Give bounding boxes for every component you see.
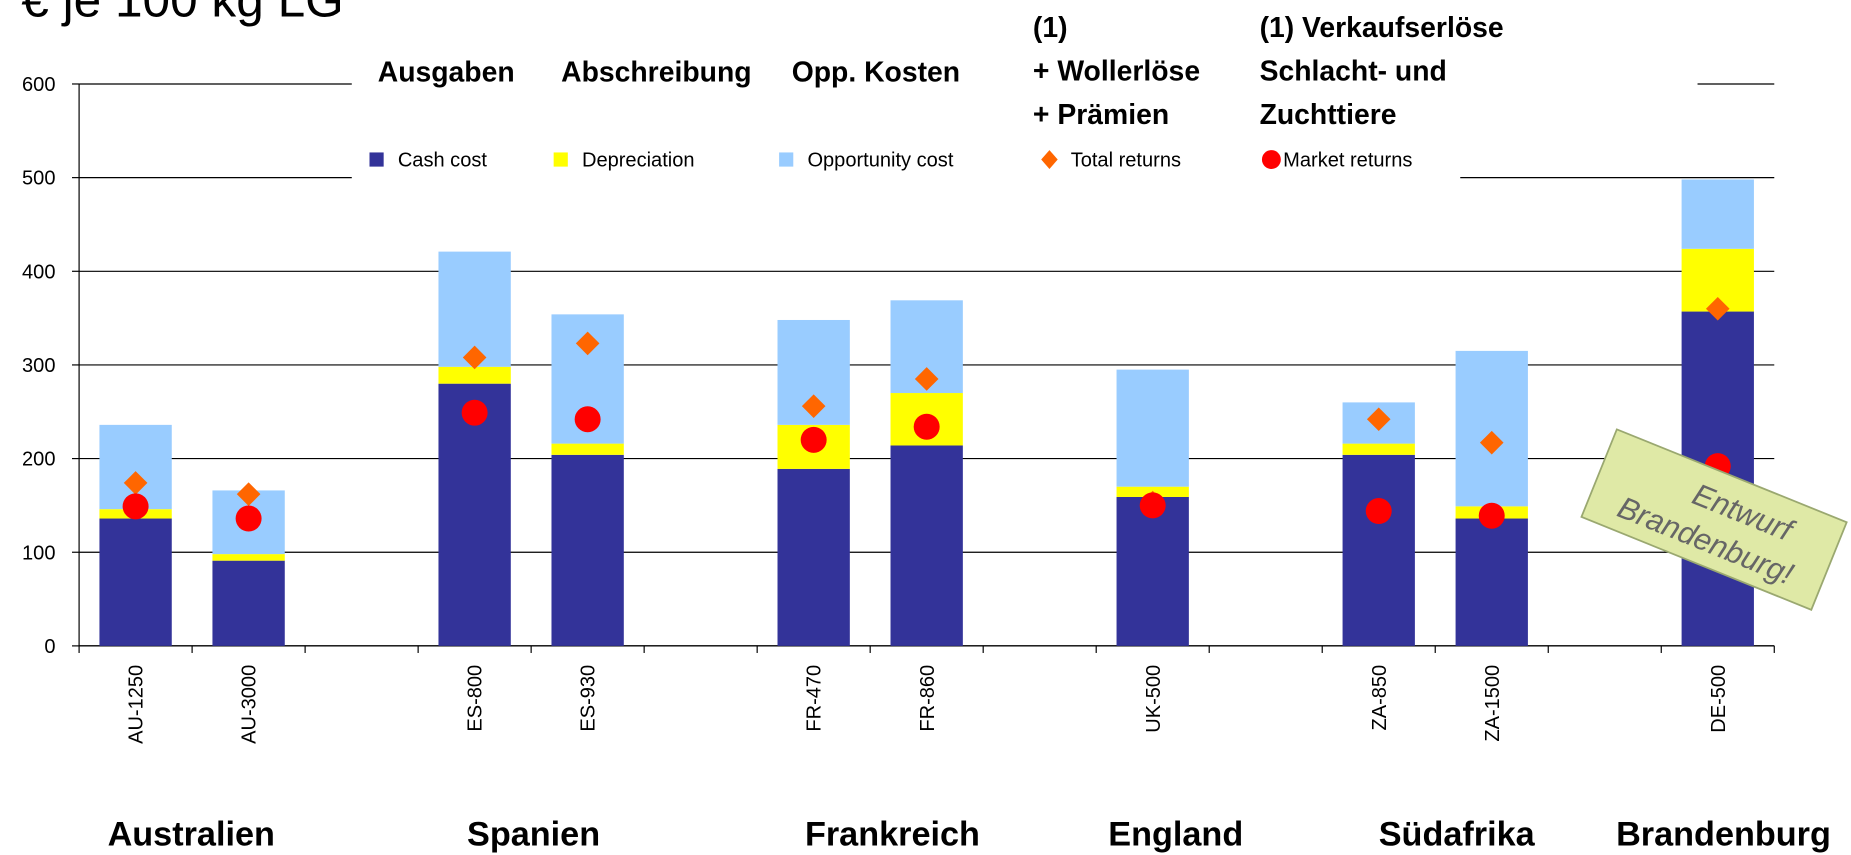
- page: € je 100 kg LG 0 100 200 300 400 500 600 AU-1250…: [0, 0, 1851, 855]
- note-line: (1): [1033, 12, 1068, 44]
- x-tick-label: DE-500: [1708, 665, 1730, 733]
- bar: [438, 367, 510, 384]
- x-tick-label: AU-3000: [239, 665, 261, 744]
- y-tick-label: 100: [22, 542, 55, 564]
- legend-label: Market returns: [1283, 150, 1412, 172]
- group-label: Südafrika: [1379, 815, 1536, 853]
- bar: [1343, 444, 1415, 455]
- column-header: Opp. Kosten: [792, 57, 960, 89]
- bar: [1117, 370, 1189, 487]
- y-tick-label: 500: [22, 168, 55, 190]
- y-tick-label: 0: [44, 636, 55, 658]
- y-tick-label: 400: [22, 261, 55, 283]
- bar: [1682, 180, 1754, 249]
- market-return-marker: [801, 427, 827, 453]
- note-line: + Prämien: [1033, 99, 1169, 131]
- market-return-marker: [123, 493, 149, 519]
- bar: [212, 554, 284, 561]
- legend-swatch: [369, 152, 383, 166]
- legend-label: Cash cost: [398, 150, 488, 172]
- market-return-marker: [462, 400, 488, 426]
- market-return-marker: [575, 406, 601, 432]
- legend-swatch: [779, 152, 793, 166]
- legend-swatch: [554, 152, 568, 166]
- x-tick-label: FR-470: [804, 665, 826, 732]
- x-tick-label: ES-930: [578, 665, 600, 732]
- market-return-marker: [236, 506, 262, 532]
- legend-label: Opportunity cost: [807, 150, 953, 172]
- bar: [212, 561, 284, 646]
- x-tick-label: ZA-850: [1369, 665, 1391, 731]
- group-label: Australien: [108, 815, 275, 853]
- legend-swatch: [1262, 150, 1281, 169]
- group-label: Frankreich: [805, 815, 980, 853]
- bar: [1456, 519, 1528, 646]
- market-return-marker: [1366, 498, 1392, 524]
- bar: [891, 445, 963, 645]
- bar: [1343, 455, 1415, 646]
- chart-title: € je 100 kg LG: [21, 0, 343, 28]
- y-tick-label: 600: [22, 74, 55, 96]
- legend-label: Total returns: [1071, 150, 1181, 172]
- bar: [99, 519, 171, 646]
- bar: [1456, 351, 1528, 506]
- column-header: Ausgaben: [378, 57, 515, 89]
- x-tick-label: ES-800: [465, 665, 487, 732]
- legend-label: Depreciation: [582, 150, 695, 172]
- group-label: Spanien: [467, 815, 600, 853]
- column-header: Abschreibung: [561, 57, 751, 89]
- note-line: Schlacht- und: [1260, 55, 1447, 87]
- note-line: Zuchttiere: [1260, 99, 1397, 131]
- note-line: + Wollerlöse: [1033, 55, 1200, 87]
- x-tick-label: FR-860: [917, 665, 939, 732]
- x-tick-label: UK-500: [1143, 665, 1165, 733]
- x-tick-label: AU-1250: [126, 665, 148, 744]
- market-return-marker: [1140, 492, 1166, 518]
- x-tick-label: ZA-1500: [1482, 665, 1504, 742]
- note-line: (1) Verkaufserlöse: [1260, 12, 1504, 44]
- y-tick-label: 200: [22, 449, 55, 471]
- bar: [551, 455, 623, 646]
- market-return-marker: [1479, 503, 1505, 529]
- bar: [551, 444, 623, 455]
- chart: € je 100 kg LG 0 100 200 300 400 500 600 AU-1250…: [0, 0, 1851, 855]
- y-tick-label: 300: [22, 355, 55, 377]
- group-label: England: [1108, 815, 1243, 853]
- bar: [778, 469, 850, 646]
- bar: [1117, 497, 1189, 646]
- market-return-marker: [914, 414, 940, 440]
- group-label: Brandenburg: [1616, 815, 1831, 853]
